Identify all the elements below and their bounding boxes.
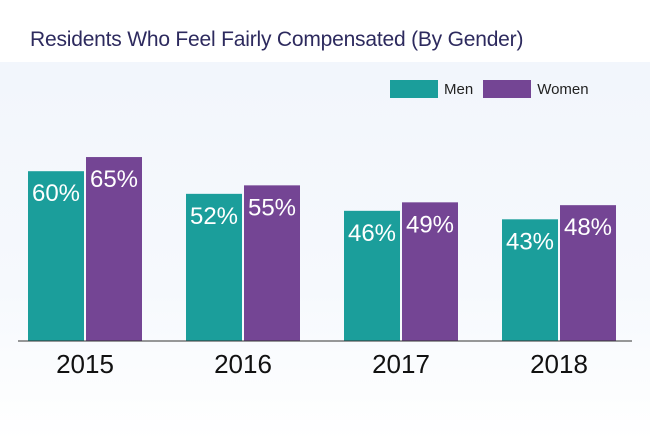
legend: Men Women: [390, 79, 591, 99]
bar-women-2017: [402, 202, 458, 341]
x-tick-label-2016: 2016: [214, 349, 272, 379]
legend-label-men: Men: [444, 80, 474, 98]
legend-item-women: Women: [483, 80, 589, 98]
data-label-men-2015: 60%: [32, 180, 80, 207]
legend-item-men: Men: [390, 80, 473, 98]
legend-swatch-women: [483, 80, 532, 98]
legend-swatch-men: [390, 80, 438, 98]
data-label-women-2016: 55%: [248, 194, 296, 221]
bar-women-2015: [86, 157, 142, 341]
data-label-women-2017: 49%: [406, 211, 454, 238]
data-label-women-2018: 48%: [564, 214, 612, 241]
x-tick-label-2017: 2017: [372, 349, 430, 379]
bar-women-2016: [244, 185, 300, 341]
data-label-women-2015: 65%: [90, 166, 138, 193]
bar-men-2016: [186, 193, 242, 341]
bar-men-2018: [502, 219, 558, 341]
x-tick-label-2018: 2018: [530, 349, 588, 379]
bar-men-2017: [344, 210, 400, 341]
legend-label-women: Women: [537, 80, 589, 98]
data-label-men-2017: 46%: [348, 220, 396, 247]
bar-women-2018: [560, 205, 616, 341]
chart-title: Residents Who Feel Fairly Compensated (B…: [30, 28, 524, 51]
data-label-men-2018: 43%: [506, 228, 554, 255]
bar-men-2015: [28, 171, 84, 341]
data-label-men-2016: 52%: [190, 203, 238, 230]
x-tick-label-2015: 2015: [56, 349, 114, 379]
